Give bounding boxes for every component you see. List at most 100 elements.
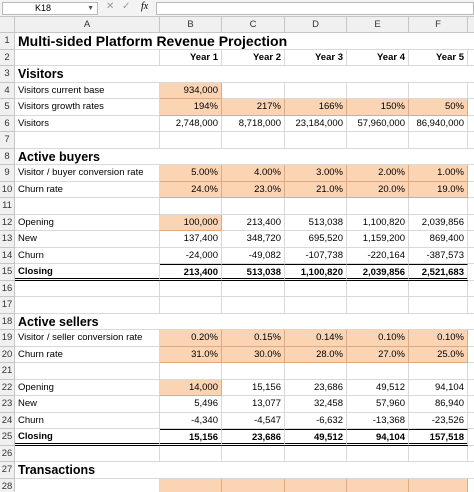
row-header: 25 <box>0 429 15 446</box>
cell <box>222 280 285 297</box>
cell-text: 23,184,000 <box>285 115 347 132</box>
row-header: 23 <box>0 396 15 413</box>
row-header: 26 <box>0 445 15 462</box>
cell-text: -23,526 <box>409 412 468 429</box>
row-header: 28 <box>0 478 15 492</box>
cell-text: 100,000 <box>160 214 222 231</box>
column-header: F <box>409 17 468 33</box>
cell-text: Churn rate <box>15 346 160 363</box>
cell-text: Visitor / seller conversion rate <box>15 330 160 347</box>
row-header: 8 <box>0 148 15 165</box>
cell-text: 213,400 <box>160 264 222 281</box>
cell <box>409 280 468 297</box>
row-header: 7 <box>0 132 15 149</box>
row-header: 27 <box>0 462 15 479</box>
cell <box>409 314 468 330</box>
cell <box>15 478 160 492</box>
cell-text: 166% <box>285 99 347 116</box>
cell <box>468 264 474 281</box>
cell <box>468 446 474 462</box>
cell-text: 2,039,856 <box>409 214 468 231</box>
cancel-icon[interactable]: ✕ <box>106 1 115 12</box>
row-header: 21 <box>0 363 15 380</box>
row-header: 10 <box>0 181 15 198</box>
cell-text: 869,400 <box>409 231 468 248</box>
cell <box>222 66 285 83</box>
cell-text: 14,000 <box>160 379 222 396</box>
row-header: 6 <box>0 115 15 132</box>
cell-text: 348,720 <box>222 231 285 248</box>
cell <box>160 297 222 314</box>
enter-icon[interactable]: ✓ <box>122 1 131 12</box>
cell-text: Visitor / buyer conversion rate <box>15 165 160 182</box>
cell-text: Churn rate <box>15 181 160 198</box>
cell <box>468 281 474 297</box>
cell <box>347 82 409 99</box>
cell <box>409 33 468 50</box>
cell-text: 137,400 <box>160 231 222 248</box>
cell <box>222 82 285 99</box>
cell-text: Opening <box>15 214 160 231</box>
cell-text: Opening <box>15 379 160 396</box>
cell-text: -49,082 <box>222 247 285 264</box>
cell <box>285 297 347 314</box>
cell <box>409 363 468 380</box>
cell <box>409 198 468 215</box>
cell-text: 28.0% <box>285 346 347 363</box>
cell <box>160 363 222 380</box>
cell-text: 217% <box>222 99 285 116</box>
cell <box>285 149 347 165</box>
cell <box>347 132 409 149</box>
cell <box>160 66 222 83</box>
cell <box>409 297 468 314</box>
cell-text: Year 5 <box>409 49 468 66</box>
cell-text: -4,547 <box>222 412 285 429</box>
cell <box>409 462 468 479</box>
cell <box>222 462 285 479</box>
cell <box>409 132 468 149</box>
row-header: 24 <box>0 412 15 429</box>
cell <box>468 165 474 182</box>
fx-button[interactable]: fx <box>141 1 149 12</box>
cell-text: 30.0% <box>222 346 285 363</box>
cell <box>468 429 474 446</box>
cell-text: Multi-sided Platform Revenue Projection <box>15 33 287 50</box>
cell-text: 2.00% <box>347 165 409 182</box>
cell-text: 94,104 <box>409 379 468 396</box>
cell <box>222 33 285 50</box>
formula-input[interactable] <box>156 2 474 15</box>
cell-text: Closing <box>15 264 160 281</box>
row-header: 3 <box>0 66 15 83</box>
column-header: A <box>15 17 160 33</box>
cell <box>468 413 474 429</box>
cell <box>468 347 474 363</box>
cell-text: 157,518 <box>409 429 468 446</box>
cell-text: 49,512 <box>285 429 347 446</box>
row-header: 16 <box>0 280 15 297</box>
cell-text: 8,718,000 <box>222 115 285 132</box>
cell <box>468 297 474 314</box>
cell <box>468 462 474 479</box>
name-box[interactable]: K18 ▼ <box>2 2 98 15</box>
cell-text: -220,164 <box>347 247 409 264</box>
cell-text: 0.14% <box>285 330 347 347</box>
cell-text: 20.0% <box>347 181 409 198</box>
cell-text: Active buyers <box>15 149 160 165</box>
cell <box>468 182 474 198</box>
row-header: 5 <box>0 99 15 116</box>
cell <box>160 478 222 492</box>
cell-text: 695,520 <box>285 231 347 248</box>
cell-text: Year 4 <box>347 49 409 66</box>
cell <box>222 132 285 149</box>
cell <box>222 198 285 215</box>
cell-text: New <box>15 231 160 248</box>
column-header: E <box>347 17 409 33</box>
cell-text: 13,077 <box>222 396 285 413</box>
cell-text: Transactions <box>15 462 160 479</box>
cell-text: 513,038 <box>222 264 285 281</box>
cell <box>347 149 409 165</box>
dropdown-arrow[interactable]: ▼ <box>87 5 94 12</box>
cell <box>15 198 160 215</box>
cell-text: 49,512 <box>347 379 409 396</box>
